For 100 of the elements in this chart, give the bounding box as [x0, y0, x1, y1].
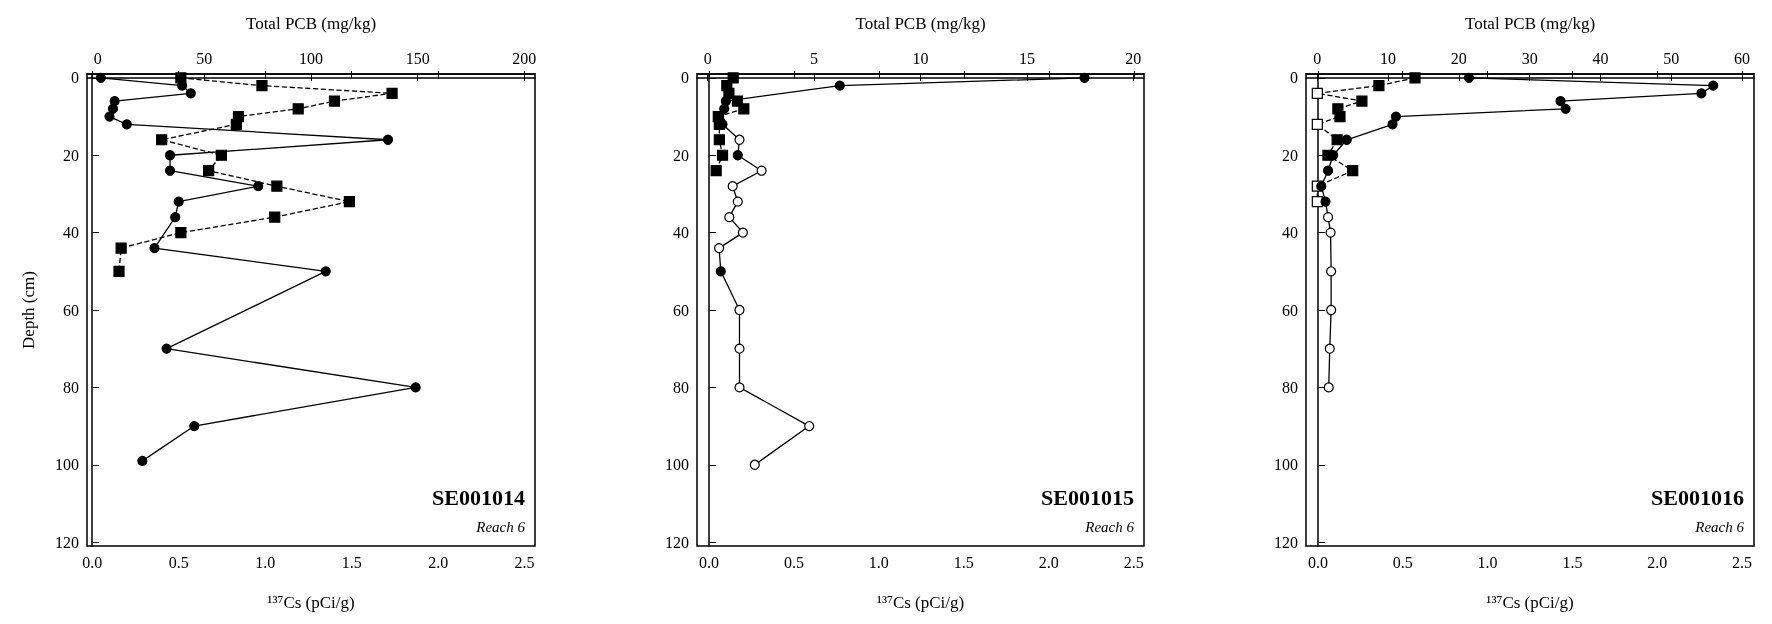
annotation: Reach 6 [1694, 518, 1745, 535]
x2-tick-label: 15 [1018, 49, 1035, 67]
x2-tick-label: 10 [1380, 49, 1397, 67]
annotation: SE001016 [1651, 484, 1745, 510]
point [749, 459, 760, 470]
x2-axis-title: Total PCB (mg/kg) [855, 14, 986, 33]
point [1390, 111, 1402, 122]
x2-tick-label: 0 [1313, 49, 1322, 67]
point [107, 103, 119, 114]
point [734, 134, 745, 145]
y-tick-label: 80 [63, 378, 79, 396]
y-tick-label: 120 [1274, 533, 1298, 551]
point [1560, 103, 1571, 114]
point [95, 72, 106, 83]
x-tick-label: 1.5 [953, 553, 974, 571]
x2-tick-label: 50 [1663, 49, 1680, 67]
y-tick-label: 40 [1282, 224, 1298, 242]
y-axis-title: Depth (cm) [19, 271, 38, 349]
x2-tick-label: 0 [703, 49, 712, 67]
x-tick-label: 2.0 [1647, 553, 1668, 571]
point [1320, 196, 1331, 207]
annotation: Reach 6 [1084, 518, 1135, 535]
x2-tick-label: 20 [1450, 49, 1467, 67]
point [734, 304, 745, 316]
x2-tick-label: 30 [1521, 49, 1538, 67]
point [185, 88, 196, 99]
x2-tick-label: 5 [810, 49, 819, 67]
x2-tick-label: 20 [1125, 49, 1142, 67]
point [1708, 80, 1719, 91]
point [834, 80, 845, 91]
point [410, 382, 421, 393]
point [1341, 134, 1352, 145]
y-tick-label: 0 [71, 69, 79, 87]
y-tick-label: 0 [1290, 69, 1298, 87]
x-tick-label: 2.0 [1038, 553, 1059, 571]
x-tick-label: 1.0 [255, 553, 276, 571]
y-tick-label: 0 [681, 69, 689, 87]
point [737, 227, 748, 238]
point [1326, 266, 1337, 277]
y-tick-label: 20 [673, 146, 689, 164]
y-tick-label: 60 [673, 301, 689, 319]
x-tick-label: 2.5 [1732, 553, 1753, 571]
y-tick-label: 120 [55, 533, 79, 551]
point [715, 266, 726, 277]
x2-axis-title: Total PCB (mg/kg) [1464, 14, 1596, 33]
point [1316, 181, 1327, 192]
point [732, 150, 743, 161]
x-tick-label: 0.5 [168, 553, 189, 571]
y-tick-label: 80 [1282, 378, 1298, 396]
point [1324, 343, 1335, 354]
point [1387, 119, 1398, 130]
point [1326, 304, 1337, 316]
point [1325, 227, 1336, 238]
point [1555, 95, 1566, 107]
x-tick-label: 0.5 [1392, 553, 1413, 571]
point [714, 243, 725, 254]
point [121, 119, 132, 130]
point [1322, 212, 1334, 223]
point [104, 111, 115, 122]
x-tick-label: 2.0 [428, 553, 449, 571]
point [382, 134, 394, 145]
point [170, 212, 181, 223]
point [734, 382, 745, 393]
y-tick-label: 40 [63, 224, 79, 242]
x2-tick-label: 50 [196, 49, 213, 67]
point [1079, 72, 1090, 83]
annotation: SE001014 [432, 484, 526, 510]
point [320, 266, 331, 277]
annotation: SE001015 [1041, 484, 1135, 510]
x-tick-label: 0.0 [1307, 553, 1328, 571]
x2-tick-label: 150 [405, 49, 430, 67]
point [173, 196, 184, 207]
x-tick-label: 0.0 [698, 553, 719, 571]
x2-axis-title: Total PCB (mg/kg) [245, 14, 377, 33]
point [719, 103, 730, 114]
point [724, 212, 735, 223]
point [804, 420, 815, 432]
y-tick-label: 40 [673, 224, 689, 242]
point [149, 243, 160, 254]
point [253, 181, 264, 192]
y-tick-label: 100 [1274, 456, 1298, 474]
x-tick-label: 0.0 [82, 553, 103, 571]
x2-tick-label: 40 [1592, 49, 1609, 67]
x-tick-label: 0.5 [783, 553, 804, 571]
x2-tick-label: 10 [912, 49, 929, 67]
y-tick-label: 20 [1282, 146, 1298, 164]
x-axis-title: ¹³⁷Cs (pCi/g) [267, 593, 355, 612]
point [164, 150, 176, 161]
point [734, 343, 745, 354]
x-axis-title: ¹³⁷Cs (pCi/g) [876, 593, 965, 612]
y-tick-label: 60 [1282, 301, 1298, 319]
x-tick-label: 1.5 [341, 553, 362, 571]
y-tick-label: 20 [63, 146, 79, 164]
y-tick-label: 60 [63, 301, 79, 319]
y-tick-label: 120 [665, 533, 689, 551]
x2-tick-label: 0 [93, 49, 102, 67]
x2-tick-label: 60 [1733, 49, 1750, 67]
point [732, 196, 743, 207]
point [189, 420, 200, 432]
x2-tick-label: 100 [299, 49, 323, 67]
